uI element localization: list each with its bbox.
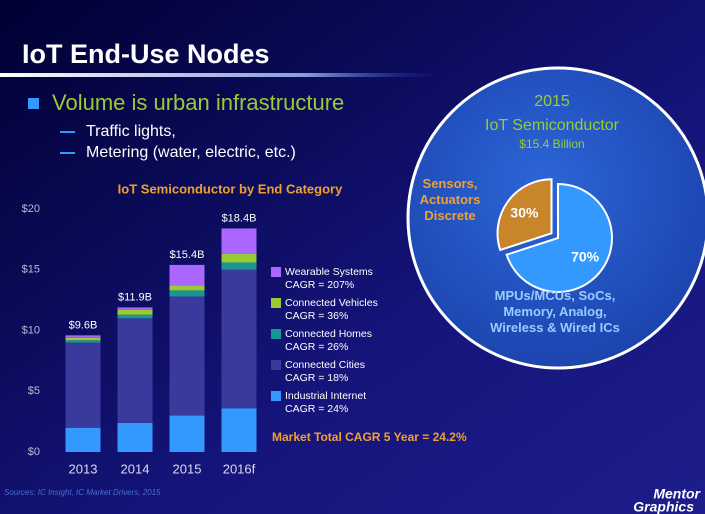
bar-segment [169, 296, 205, 416]
bar-segment [65, 335, 101, 338]
source: Sources: IC Insight, IC Market Drivers, … [4, 488, 161, 497]
bar-segment [221, 253, 257, 263]
annotation: Market Total CAGR 5 Year = 24.2% [272, 430, 467, 444]
pie-slice [505, 182, 613, 293]
legend-swatch [271, 391, 281, 401]
y-tick-label: $5 [28, 385, 40, 397]
bar-segment [117, 314, 153, 319]
bullet: Volume is urban infrastructure [52, 90, 344, 115]
total-label: $9.6B [69, 319, 98, 331]
legend-swatch [271, 267, 281, 277]
bar-segment [221, 228, 257, 254]
pie-category-label: MPUs/MCUs, SoCs, Memory, Analog, Wireles… [490, 288, 620, 335]
bar-segment [117, 422, 153, 452]
legend-swatch [271, 329, 281, 339]
legend-cagr: CAGR = 26% [285, 341, 348, 353]
y-tick-label: $20 [22, 203, 40, 215]
bar-segment [169, 264, 205, 286]
sub-bullet: Metering (water, electric, etc.) [86, 144, 296, 161]
legend-swatch [271, 360, 281, 370]
bar-segment [117, 309, 153, 315]
chart-title: IoT Semiconductor by End Category [118, 181, 343, 196]
bar-segment [65, 337, 101, 341]
x-tick-label: 2016f [223, 461, 256, 476]
sub-bullet: Traffic lights, [86, 123, 176, 140]
legend-swatch [271, 298, 281, 308]
legend-label: Connected Homes [285, 328, 372, 340]
x-tick-label: 2013 [69, 461, 98, 476]
bar-segment [65, 340, 101, 343]
y-tick-label: $15 [22, 264, 40, 276]
legend-cagr: CAGR = 36% [285, 310, 348, 322]
pie-subtitle: IoT Semiconductor [485, 117, 620, 134]
x-tick-label: 2014 [121, 461, 150, 476]
bar-segment [169, 290, 205, 297]
bar-segment [117, 318, 153, 423]
slide-title: IoT End-Use Nodes [22, 39, 270, 69]
legend-label: Wearable Systems [285, 266, 373, 278]
legend-cagr: CAGR = 24% [285, 403, 348, 415]
y-tick-label: $0 [28, 446, 40, 458]
legend-label: Industrial Internet [285, 390, 366, 402]
legend-label: Connected Cities [285, 359, 365, 371]
legend-cagr: CAGR = 207% [285, 279, 354, 291]
total-label: $18.4B [222, 212, 257, 224]
legend-cagr: CAGR = 18% [285, 372, 348, 384]
bar-segment [221, 408, 257, 452]
bar-segment [221, 269, 257, 409]
bar-segment [169, 285, 205, 291]
pie-slice [496, 178, 553, 252]
pie-annotation: $15.4 Billion [519, 137, 584, 151]
x-tick-label: 2015 [173, 461, 202, 476]
title-underline [0, 73, 440, 77]
total-label: $15.4B [170, 249, 205, 261]
logo: Graphics [633, 499, 694, 514]
pie-disc [406, 66, 705, 370]
y-tick-label: $10 [22, 324, 40, 336]
pie-value-label: 30% [510, 204, 539, 220]
bar-segment [65, 427, 101, 452]
bar-segment [117, 307, 153, 310]
bar-segment [169, 415, 205, 452]
bullet-marker [28, 98, 39, 109]
total-label: $11.9B [118, 291, 152, 303]
legend-label: Connected Vehicles [285, 297, 378, 309]
bar-segment [221, 262, 257, 270]
bar-segment [65, 342, 101, 428]
pie-title: 2015 [534, 93, 570, 110]
pie-category-label: Sensors, Actuators Discrete [419, 176, 481, 223]
logo: Mentor [653, 486, 701, 502]
pie-value-label: 70% [571, 248, 600, 264]
